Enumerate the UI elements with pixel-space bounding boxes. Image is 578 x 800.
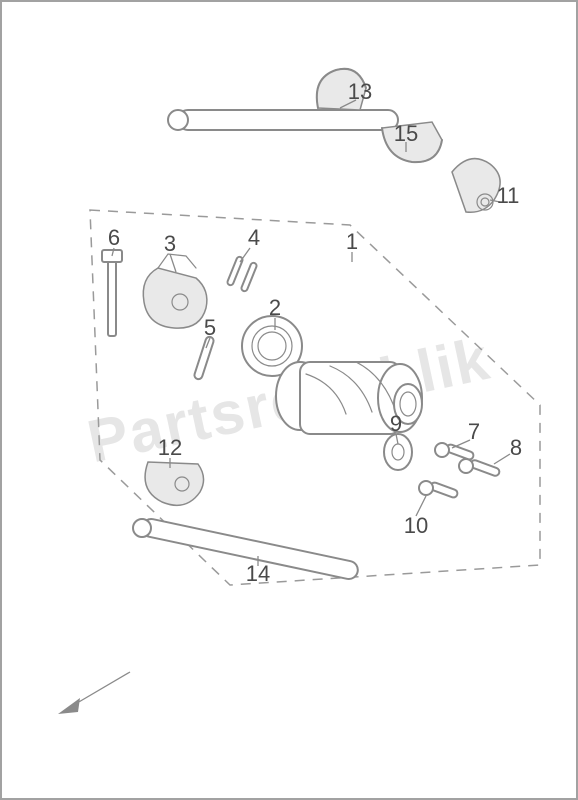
callout-10: 10 [404,513,428,539]
part-washer-9 [384,434,412,470]
callout-6: 6 [108,225,120,251]
part-bolt-6 [102,250,122,336]
callout-13: 13 [348,79,372,105]
callout-1: 1 [346,229,358,255]
callout-9: 9 [390,411,402,437]
callout-15: 15 [394,121,418,147]
part-segment-3 [143,254,207,328]
callout-12: 12 [158,435,182,461]
callout-4: 4 [248,225,260,251]
part-screw-7 [435,443,475,461]
part-fork-12 [145,462,203,505]
callout-11: 11 [497,183,520,209]
callout-14: 14 [246,561,270,587]
part-pin-5 [193,336,214,380]
callout-8: 8 [510,435,522,461]
callout-3: 3 [164,231,176,257]
part-pins-4 [227,256,258,292]
part-screw-8 [459,459,500,477]
part-screw-10 [419,481,459,499]
part-fork-11 [452,159,500,213]
parts-diagram-svg [0,0,578,800]
callout-2: 2 [269,295,281,321]
direction-arrow [58,672,130,714]
callout-5: 5 [204,315,216,341]
callout-7: 7 [468,419,480,445]
part-screws [419,443,500,499]
part-upper-fork-bar [168,69,442,162]
